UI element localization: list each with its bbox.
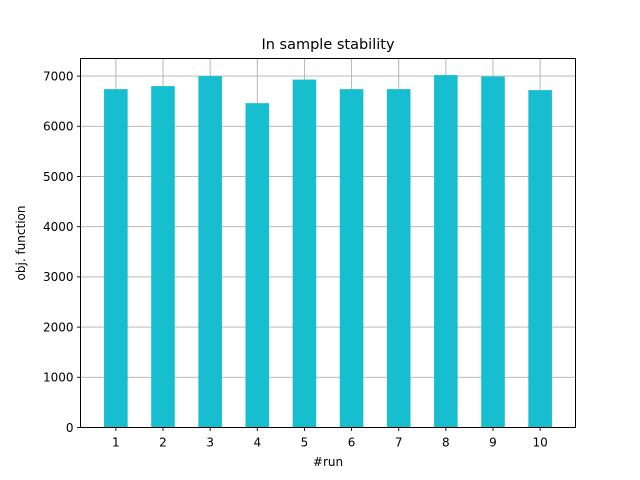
chart-title: In sample stability: [261, 37, 395, 53]
y-tick-label: 2000: [43, 320, 74, 334]
y-tick-label: 4000: [43, 220, 74, 234]
x-tick-label: 7: [395, 436, 403, 450]
y-tick-label: 0: [66, 421, 74, 435]
x-tick-label: 1: [112, 436, 120, 450]
bar-run-4: [245, 103, 270, 428]
bar-run-1: [104, 89, 128, 428]
bar-run-6: [339, 89, 364, 428]
bar-run-7: [386, 89, 411, 428]
y-tick-label: 1000: [43, 371, 74, 385]
bar-run-10: [528, 90, 552, 428]
x-tick-label: 10: [533, 436, 548, 450]
x-axis-label: #run: [313, 455, 343, 469]
x-tick-label: 8: [442, 436, 450, 450]
x-tick-label: 4: [253, 436, 261, 450]
x-tick-label: 9: [489, 436, 497, 450]
plot-frame: [80, 58, 576, 428]
y-axis: 0 1000 2000 3000 4000 5000 6000 7000: [43, 69, 81, 435]
y-axis-label: obj. function: [14, 206, 28, 281]
y-tick-label: 6000: [43, 120, 74, 134]
bar-run-8: [434, 75, 458, 428]
bar-run-2: [151, 86, 175, 428]
x-tick-label: 2: [159, 436, 167, 450]
y-tick-label: 5000: [43, 170, 74, 184]
bar-run-3: [198, 76, 222, 428]
x-tick-label: 6: [348, 436, 356, 450]
bar-run-5: [292, 79, 317, 428]
y-tick-label: 7000: [43, 69, 74, 83]
x-tick-label: 3: [206, 436, 214, 450]
x-axis: 1 2 3 4 5 6 7 8 9 10: [112, 427, 548, 450]
x-tick-label: 5: [301, 436, 309, 450]
bars: [104, 75, 552, 428]
bar-run-9: [481, 76, 505, 428]
y-tick-label: 3000: [43, 270, 74, 284]
